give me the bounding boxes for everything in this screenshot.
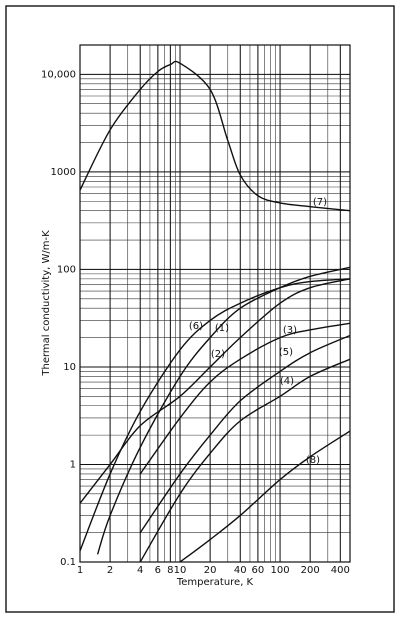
x-tick-label: 10 xyxy=(174,565,187,576)
curve-label: (8) xyxy=(306,455,320,466)
curve-label: (1) xyxy=(215,323,229,334)
curve-label: (5) xyxy=(279,347,293,358)
y-tick-label: 10 xyxy=(63,362,76,373)
x-tick-label: 60 xyxy=(252,565,265,576)
x-axis-title: Temperature, K xyxy=(176,577,254,588)
curve-label: (2) xyxy=(211,349,225,360)
curve xyxy=(139,334,351,534)
curve xyxy=(179,430,351,563)
y-tick-label: 100 xyxy=(57,264,76,275)
y-axis-title: Thermal conductivity, W/m-K xyxy=(41,230,52,377)
curve xyxy=(79,60,351,212)
x-tick-label: 400 xyxy=(331,565,350,576)
curve xyxy=(139,322,351,475)
x-tick-label: 6 xyxy=(155,565,161,576)
curve-label: (3) xyxy=(283,325,297,336)
x-tick-label: 8 xyxy=(167,565,173,576)
x-tick-label: 2 xyxy=(107,565,113,576)
y-tick-label: 0.1 xyxy=(60,557,76,568)
y-tick-label: 1 xyxy=(70,459,76,470)
curve-label: (6) xyxy=(189,321,203,332)
curve xyxy=(139,358,351,563)
x-tick-label: 1 xyxy=(77,565,83,576)
x-tick-label: 4 xyxy=(137,565,143,576)
curve xyxy=(79,278,351,552)
curve-label: (7) xyxy=(313,197,327,208)
y-tick-label: 1000 xyxy=(51,167,76,178)
plot-border xyxy=(79,44,351,563)
x-tick-label: 20 xyxy=(204,565,217,576)
frame xyxy=(5,5,395,613)
x-tick-label: 100 xyxy=(271,565,290,576)
x-tick-label: 200 xyxy=(301,565,320,576)
curve xyxy=(96,266,351,555)
x-tick-label: 40 xyxy=(234,565,247,576)
y-tick-label: 10,000 xyxy=(41,69,76,80)
curve xyxy=(79,278,351,504)
curve-label: (4) xyxy=(280,376,294,387)
